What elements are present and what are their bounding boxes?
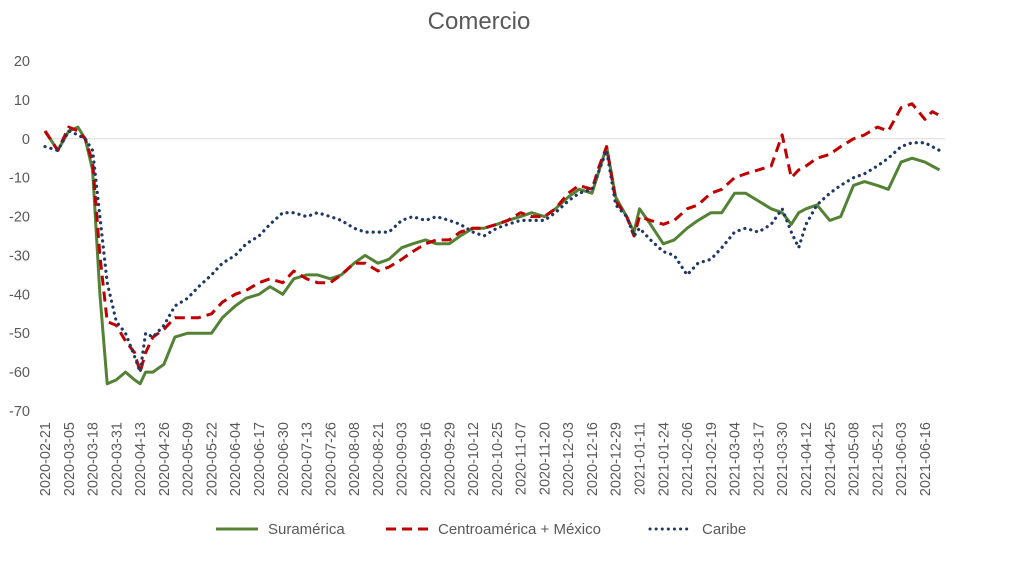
y-tick-label: -30 [9,248,30,264]
legend-label: Centroamérica + México [438,520,601,538]
x-tick-label: 2020-09-03 [395,422,411,496]
x-tick-label: 2021-01-11 [633,422,649,495]
x-tick-label: 2020-03-18 [86,422,102,496]
x-tick-label: 2020-06-30 [276,422,292,496]
y-tick-label: -70 [9,404,30,420]
y-tick-label: 20 [14,54,30,70]
x-tick-label: 2021-01-24 [656,422,672,496]
legend-label: Suramérica [268,520,345,538]
x-tick-label: 2020-05-22 [204,422,220,496]
x-tick-label: 2020-07-26 [323,422,339,496]
series-line-2 [43,102,941,374]
x-tick-label: 2021-02-19 [704,422,720,496]
x-tick-label: 2020-05-09 [181,422,197,496]
series-line-3 [43,129,942,374]
x-tick-label: 2020-04-13 [133,422,149,496]
y-tick-label: -20 [9,210,30,226]
x-tick-label: 2020-11-07 [514,422,530,495]
y-tick-label: -60 [9,365,30,381]
x-tick-label: 2020-09-29 [442,422,458,496]
x-tick-label: 2020-04-26 [157,422,173,496]
x-tick-label: 2020-12-16 [585,422,601,496]
x-tick-label: 2020-12-03 [561,422,577,496]
chart-title: Comercio [427,8,531,35]
y-tick-label: -50 [9,326,30,342]
legend-item: Suramérica [214,519,345,539]
legend-swatch [648,527,694,531]
legend-label: Caribe [702,520,747,538]
legend-swatch [386,527,428,531]
x-tick-label: 2020-10-25 [490,422,506,496]
x-tick-label: 2020-10-12 [466,422,482,496]
y-tick-label: 10 [14,93,30,109]
legend-swatch [216,527,258,531]
y-tick-label: -10 [9,171,30,187]
x-tick-label: 2021-04-25 [823,422,839,496]
x-tick-label: 2020-09-16 [418,422,434,496]
x-tick-label: 2021-04-12 [799,422,815,496]
y-tick-label: -40 [9,287,30,303]
x-tick-label: 2020-03-31 [109,422,125,496]
x-tick-label: 2021-05-21 [870,422,886,496]
x-tick-label: 2021-06-16 [918,422,934,496]
x-tick-label: 2020-11-20 [537,422,553,495]
x-tick-label: 2020-02-21 [38,422,54,496]
chart-legend: Suramérica Centroamérica + México Caribe [0,519,1017,543]
x-tick-label: 2020-06-17 [252,422,268,496]
legend-item: Centroamérica + México [384,519,601,539]
legend-item: Caribe [648,519,746,539]
x-tick-label: 2021-03-04 [728,422,744,496]
x-tick-label: 2020-12-29 [609,422,625,496]
y-tick-label: 0 [22,132,30,148]
x-tick-label: 2021-02-06 [680,422,696,496]
x-tick-label: 2020-08-08 [347,422,363,496]
x-tick-label: 2021-05-08 [847,422,863,496]
x-tick-label: 2020-08-21 [371,422,387,496]
x-tick-label: 2021-03-17 [751,422,767,496]
x-tick-label: 2020-03-05 [62,422,78,496]
x-tick-label: 2020-07-13 [300,422,316,496]
x-tick-label: 2021-06-03 [894,422,910,496]
x-tick-label: 2021-03-30 [775,422,791,496]
x-tick-label: 2020-06-04 [228,422,244,496]
